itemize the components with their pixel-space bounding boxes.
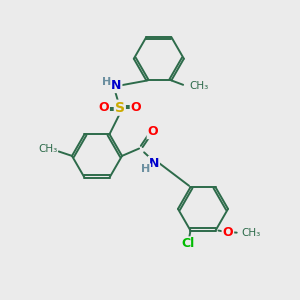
- Text: O: O: [98, 101, 109, 114]
- Text: H: H: [141, 164, 150, 174]
- Text: N: N: [111, 79, 122, 92]
- Text: O: O: [223, 226, 233, 238]
- Text: N: N: [148, 157, 159, 170]
- Text: H: H: [102, 77, 111, 87]
- Text: CH₃: CH₃: [38, 143, 57, 154]
- Text: S: S: [115, 101, 125, 115]
- Text: Cl: Cl: [181, 237, 194, 250]
- Text: CH₃: CH₃: [189, 81, 208, 91]
- Text: O: O: [131, 101, 141, 114]
- Text: CH₃: CH₃: [242, 228, 261, 238]
- Text: O: O: [148, 125, 158, 138]
